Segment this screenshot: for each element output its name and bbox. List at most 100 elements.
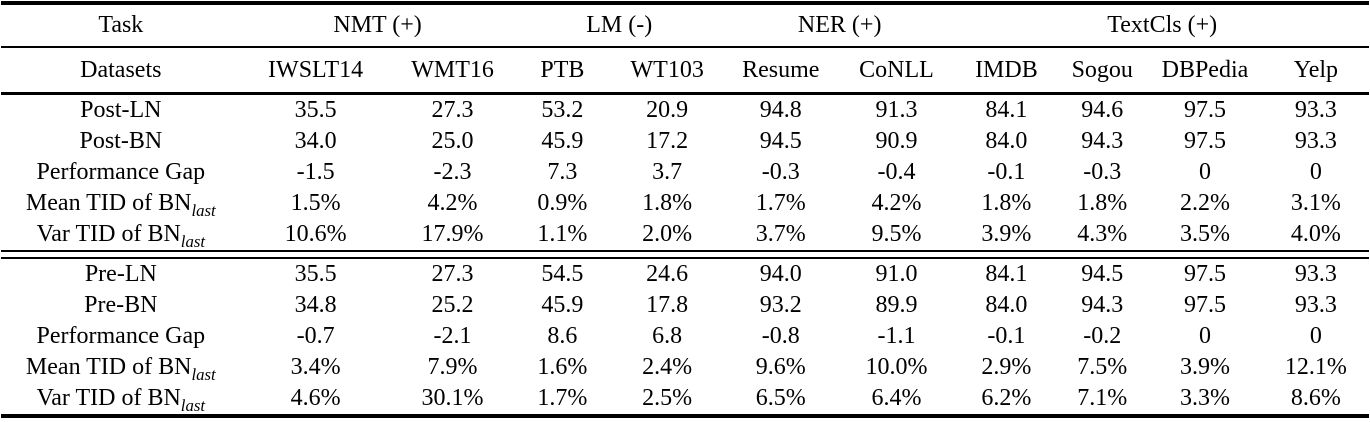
table-row: Performance Gap -1.5 -2.3 7.3 3.7 -0.3 -0.4 -0.… — [1, 157, 1369, 188]
cell-value: 2.0% — [642, 221, 693, 247]
cell-value: 45.9 — [541, 128, 584, 154]
cell-value: 1.8% — [642, 190, 693, 216]
cell-value: 8.6% — [1290, 385, 1341, 411]
row-label: Pre-LN — [84, 261, 157, 287]
table-row: Post-BN 34.0 25.0 45.9 17.2 94.5 90.9 84.0 94.3 9… — [1, 126, 1369, 157]
cell-value: 30.1% — [421, 385, 484, 411]
cell-value: -2.1 — [433, 323, 472, 349]
cell-value: 1.8% — [1077, 190, 1128, 216]
cell-value: 84.0 — [985, 292, 1028, 318]
cell-value: 4.2% — [871, 190, 922, 216]
cell-value: 0 — [1198, 159, 1211, 185]
cell-value: 90.9 — [875, 128, 918, 154]
cell-value: 9.5% — [871, 221, 922, 247]
cell-value: -0.8 — [761, 323, 800, 349]
cell-value: 2.2% — [1179, 190, 1230, 216]
cell-value: 1.7% — [537, 385, 588, 411]
cell-value: 3.4% — [290, 354, 341, 380]
row-label-subscript: last — [191, 364, 216, 384]
cell-value: 17.8 — [646, 292, 689, 318]
cell-value: 91.3 — [875, 97, 918, 123]
table-row: Var TID of BNlast 10.6% 17.9% 1.1% 2.0% 3.7% 9… — [1, 219, 1369, 251]
cell-value: 10.6% — [284, 221, 347, 247]
cell-value: 2.9% — [981, 354, 1032, 380]
cell-value: 94.5 — [1081, 261, 1124, 287]
row-label: Mean TID of BNlast — [25, 354, 216, 384]
cell-value: 9.6% — [755, 354, 806, 380]
cell-value: 53.2 — [541, 97, 584, 123]
row-label: Var TID of BNlast — [36, 221, 206, 251]
cell-value: 84.1 — [985, 261, 1028, 287]
cell-value: 20.9 — [646, 97, 689, 123]
task-group-lm: LM (-) — [514, 3, 724, 48]
cell-value: -2.3 — [433, 159, 472, 185]
cell-value: 1.5% — [290, 190, 341, 216]
cell-value: 84.0 — [985, 128, 1028, 154]
task-header-row: Task NMT (+) LM (-) NER (+) TextCls (+) — [1, 3, 1369, 48]
cell-value: 89.9 — [875, 292, 918, 318]
cell-value: -0.2 — [1083, 323, 1122, 349]
cell-value: 17.9% — [421, 221, 484, 247]
table-row: Post-LN 35.5 27.3 53.2 20.9 94.8 91.3 84.1 94.6 9… — [1, 94, 1369, 127]
cell-value: 7.9% — [427, 354, 478, 380]
table-row: Mean TID of BNlast 1.5% 4.2% 0.9% 1.8% 1.7% 4.… — [1, 188, 1369, 219]
cell-value: 97.5 — [1183, 128, 1226, 154]
column-header-iwslt14: IWSLT14 — [240, 47, 391, 95]
cell-value: -0.7 — [296, 323, 335, 349]
cell-value: -0.1 — [987, 159, 1026, 185]
cell-value: 97.5 — [1183, 292, 1226, 318]
task-group-textcls: TextCls (+) — [955, 3, 1369, 48]
cell-value: 17.2 — [646, 128, 689, 154]
cell-value: 6.8 — [652, 323, 683, 349]
cell-value: 8.6 — [547, 323, 578, 349]
row-label: Post-LN — [80, 97, 162, 123]
cell-value: 94.5 — [759, 128, 802, 154]
row-label-subscript: last — [180, 231, 206, 251]
cell-value: -0.3 — [761, 159, 800, 185]
cell-value: 12.1% — [1284, 354, 1347, 380]
task-header-label: Task — [1, 3, 241, 48]
column-header-wmt16: WMT16 — [390, 47, 515, 95]
cell-value: 93.3 — [1294, 261, 1337, 287]
column-header-resume: Resume — [723, 47, 838, 95]
table-row: Mean TID of BNlast 3.4% 7.9% 1.6% 2.4% 9.6% 10… — [1, 352, 1369, 383]
cell-value: 3.9% — [1179, 354, 1230, 380]
cell-value: 1.6% — [537, 354, 588, 380]
row-label: Var TID of BNlast — [36, 385, 206, 415]
table-row: Pre-LN 35.5 27.3 54.5 24.6 94.0 91.0 84.1 94.5 97… — [1, 258, 1369, 290]
column-header-dbpedia: DBPedia — [1147, 47, 1263, 95]
cell-value: 45.9 — [541, 292, 584, 318]
task-group-ner: NER (+) — [723, 3, 956, 48]
table-row: Pre-BN 34.8 25.2 45.9 17.8 93.2 89.9 84.0 94.3 97… — [1, 290, 1369, 321]
column-header-yelp: Yelp — [1262, 47, 1369, 95]
row-label-subscript: last — [191, 200, 216, 220]
cell-value: 27.3 — [431, 97, 474, 123]
cell-value: 3.9% — [981, 221, 1032, 247]
cell-value: 93.2 — [759, 292, 802, 318]
cell-value: 3.7% — [755, 221, 806, 247]
cell-value: 4.6% — [290, 385, 341, 411]
cell-value: 0.9% — [537, 190, 588, 216]
row-label: Performance Gap — [36, 159, 206, 185]
pre-norm-block: Pre-LN 35.5 27.3 54.5 24.6 94.0 91.0 84.1 94.5 97… — [1, 258, 1369, 416]
cell-value: 7.3 — [547, 159, 578, 185]
cell-value: 25.2 — [431, 292, 474, 318]
cell-value: 3.1% — [1290, 190, 1341, 216]
cell-value: 94.8 — [759, 97, 802, 123]
table-row: Var TID of BNlast 4.6% 30.1% 1.7% 2.5% 6.5% 6.… — [1, 383, 1369, 416]
column-header-wt103: WT103 — [610, 47, 724, 95]
cell-value: 0 — [1198, 323, 1211, 349]
cell-value: 91.0 — [875, 261, 918, 287]
cell-value: 94.0 — [759, 261, 802, 287]
cell-value: 94.6 — [1081, 97, 1124, 123]
column-header-ptb: PTB — [514, 47, 611, 95]
cell-value: 27.3 — [431, 261, 474, 287]
cell-value: 1.1% — [537, 221, 588, 247]
cell-value: 7.1% — [1077, 385, 1128, 411]
cell-value: -0.3 — [1083, 159, 1122, 185]
cell-value: 4.0% — [1290, 221, 1341, 247]
cell-value: 1.8% — [981, 190, 1032, 216]
column-header-conll: CoNLL — [837, 47, 956, 95]
table-header: Task NMT (+) LM (-) NER (+) TextCls (+) … — [1, 3, 1369, 95]
